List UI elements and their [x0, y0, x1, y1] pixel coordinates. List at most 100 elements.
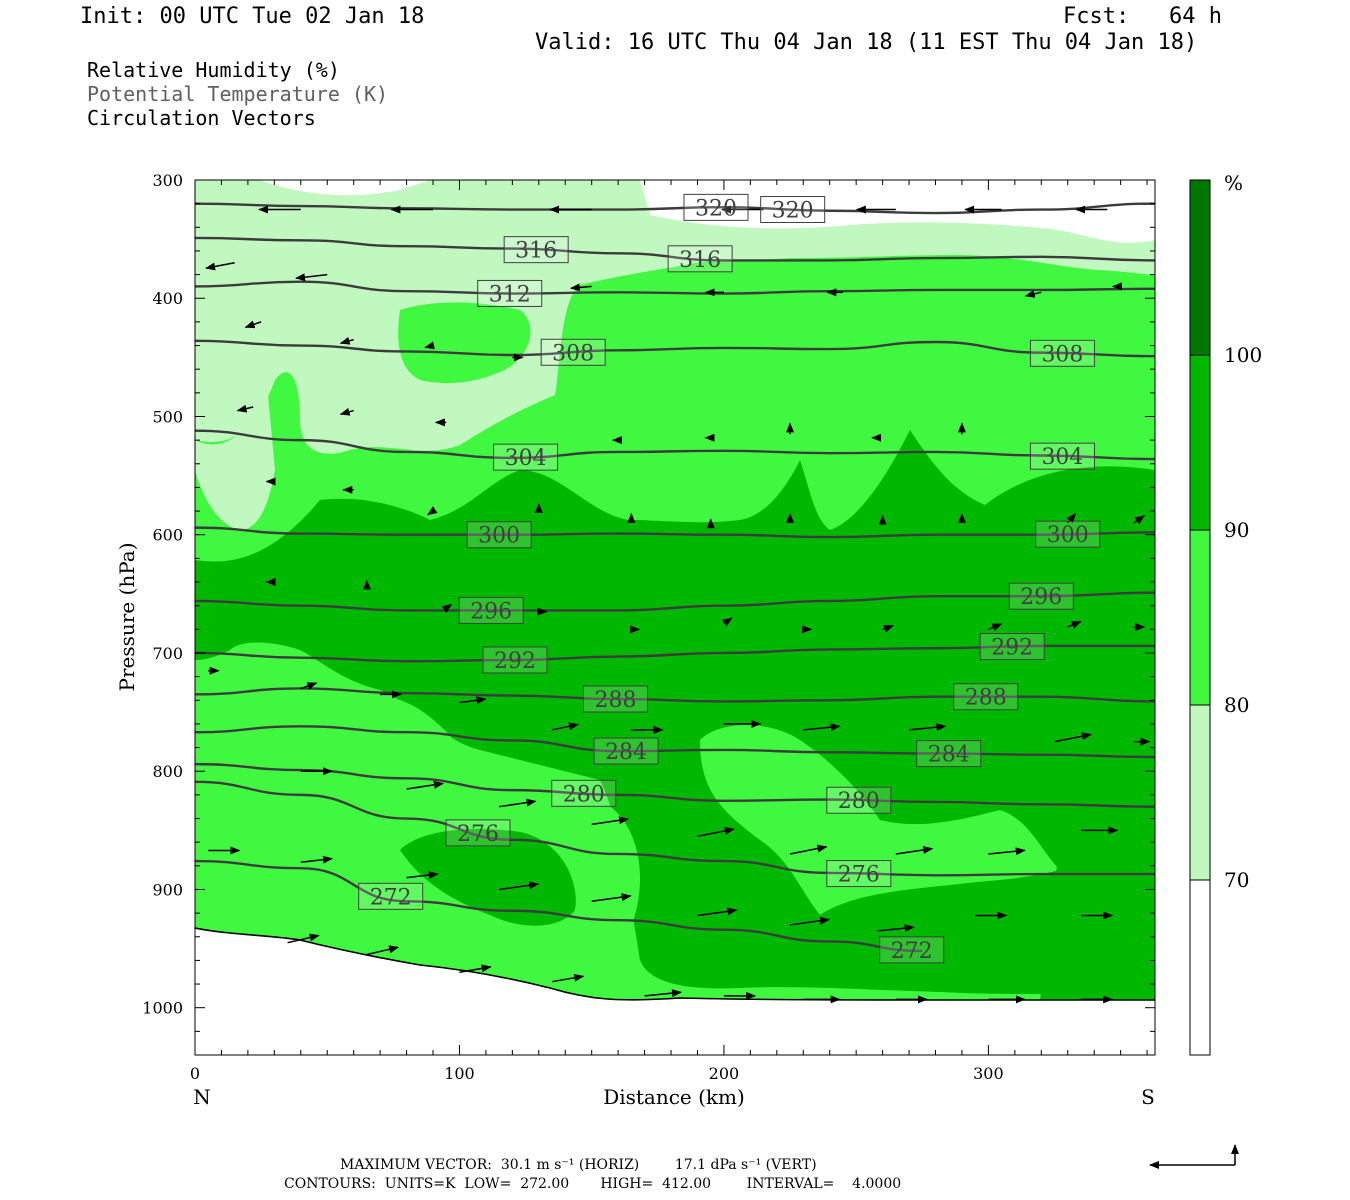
- isentrope-label: 272: [891, 939, 933, 964]
- isentrope-label: 292: [494, 649, 536, 674]
- circulation-vector: [244, 320, 262, 329]
- circulation-vector: [1024, 290, 1042, 298]
- colorbar-band: [1190, 705, 1210, 880]
- valid-time: Valid: 16 UTC Thu 04 Jan 18 (11 EST Thu …: [535, 30, 1198, 55]
- isentrope-272: [195, 859, 923, 953]
- isentrope-label-box: [916, 740, 982, 768]
- circulation-vector: [236, 404, 254, 413]
- circulation-vector: [499, 798, 537, 808]
- circulation-vector: [644, 989, 682, 998]
- forecast-hour: Fcst: 64 h: [1063, 4, 1222, 29]
- isentrope-contours: [195, 202, 1155, 953]
- rh-80-lower-tongue-b: [700, 725, 1060, 915]
- isentrope-label: 304: [1041, 445, 1083, 470]
- contour-info: CONTOURS: UNITS=K LOW= 272.00 HIGH= 412.…: [284, 1176, 902, 1192]
- isentrope-280: [195, 762, 1155, 808]
- isentrope-label-box: [1029, 339, 1095, 367]
- circulation-vector: [551, 722, 580, 731]
- isentrope-label: 276: [838, 863, 880, 888]
- circulation-vector: [339, 336, 354, 345]
- circulation-vector: [406, 780, 444, 790]
- isentrope-label-box: [445, 819, 511, 847]
- isentrope-288: [195, 687, 1155, 703]
- circulation-vector: [789, 844, 828, 855]
- isentrope-label-box: [667, 245, 733, 273]
- circulation-vectors: [205, 205, 1151, 1004]
- colorbar-level-label: 80: [1224, 693, 1249, 717]
- isentrope-label: 284: [605, 740, 647, 765]
- isentrope-label-box: [582, 685, 648, 713]
- circulation-vector: [988, 623, 1003, 632]
- isentrope-label: 272: [370, 885, 412, 910]
- isentrope-label-box: [1029, 442, 1095, 470]
- rh-90-right-lobe: [1040, 715, 1155, 1000]
- isentrope-284: [195, 725, 1155, 759]
- circulation-vector: [895, 845, 934, 855]
- circulation-vector: [877, 924, 915, 933]
- isentrope-label: 292: [991, 636, 1033, 661]
- terrain: [195, 928, 1155, 1055]
- y-tick-label: 500: [152, 407, 183, 426]
- circulation-vector: [441, 603, 453, 613]
- isentrope-label-box: [551, 779, 617, 807]
- y-tick-label: 800: [152, 762, 183, 781]
- isentrope-label: 280: [563, 782, 605, 807]
- isentrope-label-box: [458, 596, 524, 624]
- y-axis-label: Pressure (hPa): [115, 543, 139, 692]
- circulation-vector: [697, 907, 738, 917]
- isentrope-label: 316: [679, 248, 721, 273]
- circulation-vector: [882, 624, 894, 633]
- y-tick-label: 400: [152, 289, 183, 308]
- rh-low-top-left: [195, 180, 430, 196]
- isentrope-label-box: [540, 338, 606, 366]
- colorbar-level-label: 70: [1224, 868, 1249, 892]
- isentrope-276: [195, 780, 1155, 877]
- circulation-vector: [591, 893, 632, 903]
- y-axis: 300 400 500 600 700 800 900 1000: [142, 171, 1155, 1056]
- isentrope-label: 308: [552, 341, 594, 366]
- field-vectors-label: Circulation Vectors: [87, 106, 316, 130]
- y-tick-label: 1000: [142, 999, 183, 1018]
- isentrope-label-box: [1035, 520, 1101, 548]
- isentrope-label: 288: [965, 686, 1007, 711]
- isentrope-label-box: [826, 786, 892, 814]
- rh-colorbar: 70 80 90 100: [1189, 179, 1262, 1056]
- colorbar-level-label: 90: [1224, 518, 1249, 542]
- isentrope-308: [195, 339, 1155, 358]
- circulation-vector: [426, 506, 438, 516]
- colorbar-frame: [1189, 179, 1211, 1056]
- circulation-vector: [424, 341, 435, 350]
- circulation-vector: [697, 826, 735, 837]
- reference-vector-icon: [1149, 1144, 1239, 1169]
- circulation-vector: [300, 682, 318, 690]
- colorbar-unit: %: [1224, 171, 1243, 195]
- circulation-vector: [722, 617, 733, 627]
- isentrope-label: 296: [1020, 585, 1062, 610]
- circulation-vector: [366, 945, 400, 956]
- y-tick-label: 600: [152, 526, 183, 545]
- circulation-vector: [908, 723, 947, 732]
- isentrope-label-box: [953, 683, 1019, 711]
- x-tick-label: 300: [973, 1064, 1004, 1083]
- isentrope-label-box: [979, 633, 1045, 661]
- circulation-vector: [406, 871, 439, 880]
- circulation-vector: [591, 816, 630, 826]
- y-tick-label: 900: [152, 880, 183, 899]
- isentrope-label: 296: [470, 599, 512, 624]
- circulation-vector: [339, 407, 354, 416]
- circulation-vector: [287, 933, 320, 944]
- circulation-vector: [988, 847, 1026, 856]
- x-tick-label: 100: [444, 1064, 475, 1083]
- y-tick-label: 300: [152, 171, 183, 190]
- isentrope-label-box: [826, 860, 892, 888]
- isentrope-label: 308: [1041, 342, 1083, 367]
- isentrope-label: 280: [838, 789, 880, 814]
- circulation-vector: [499, 881, 540, 891]
- isentrope-label: 312: [489, 282, 531, 307]
- x-end-label-north: N: [193, 1085, 211, 1109]
- isentrope-label-box: [477, 279, 543, 307]
- rh-80-upper-pocket: [398, 302, 531, 384]
- x-tick-label: 0: [190, 1064, 200, 1083]
- isentrope-label-box: [482, 646, 548, 674]
- isentrope-label-box: [503, 236, 569, 264]
